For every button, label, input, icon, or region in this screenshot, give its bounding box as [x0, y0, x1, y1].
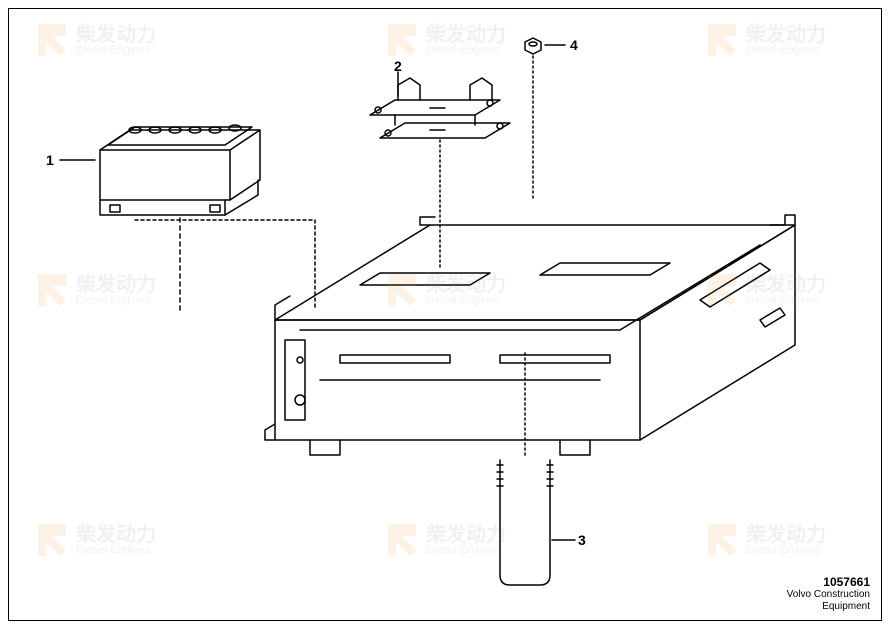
part-tray: [265, 215, 795, 455]
callout-4: 4: [570, 37, 578, 53]
part-battery: [100, 125, 260, 215]
part-bracket: [370, 78, 510, 138]
exploded-diagram: [0, 0, 890, 629]
part-u-bolt: [497, 460, 553, 585]
footer-line2: Equipment: [787, 601, 870, 613]
footer-line1: Volvo Construction: [787, 589, 870, 601]
callout-2: 2: [394, 58, 402, 74]
drawing-number: 1057661: [823, 575, 870, 589]
callout-3: 3: [578, 532, 586, 548]
footer-brand: Volvo Construction Equipment: [787, 589, 870, 613]
part-nut: [525, 38, 541, 54]
callout-1: 1: [46, 152, 54, 168]
